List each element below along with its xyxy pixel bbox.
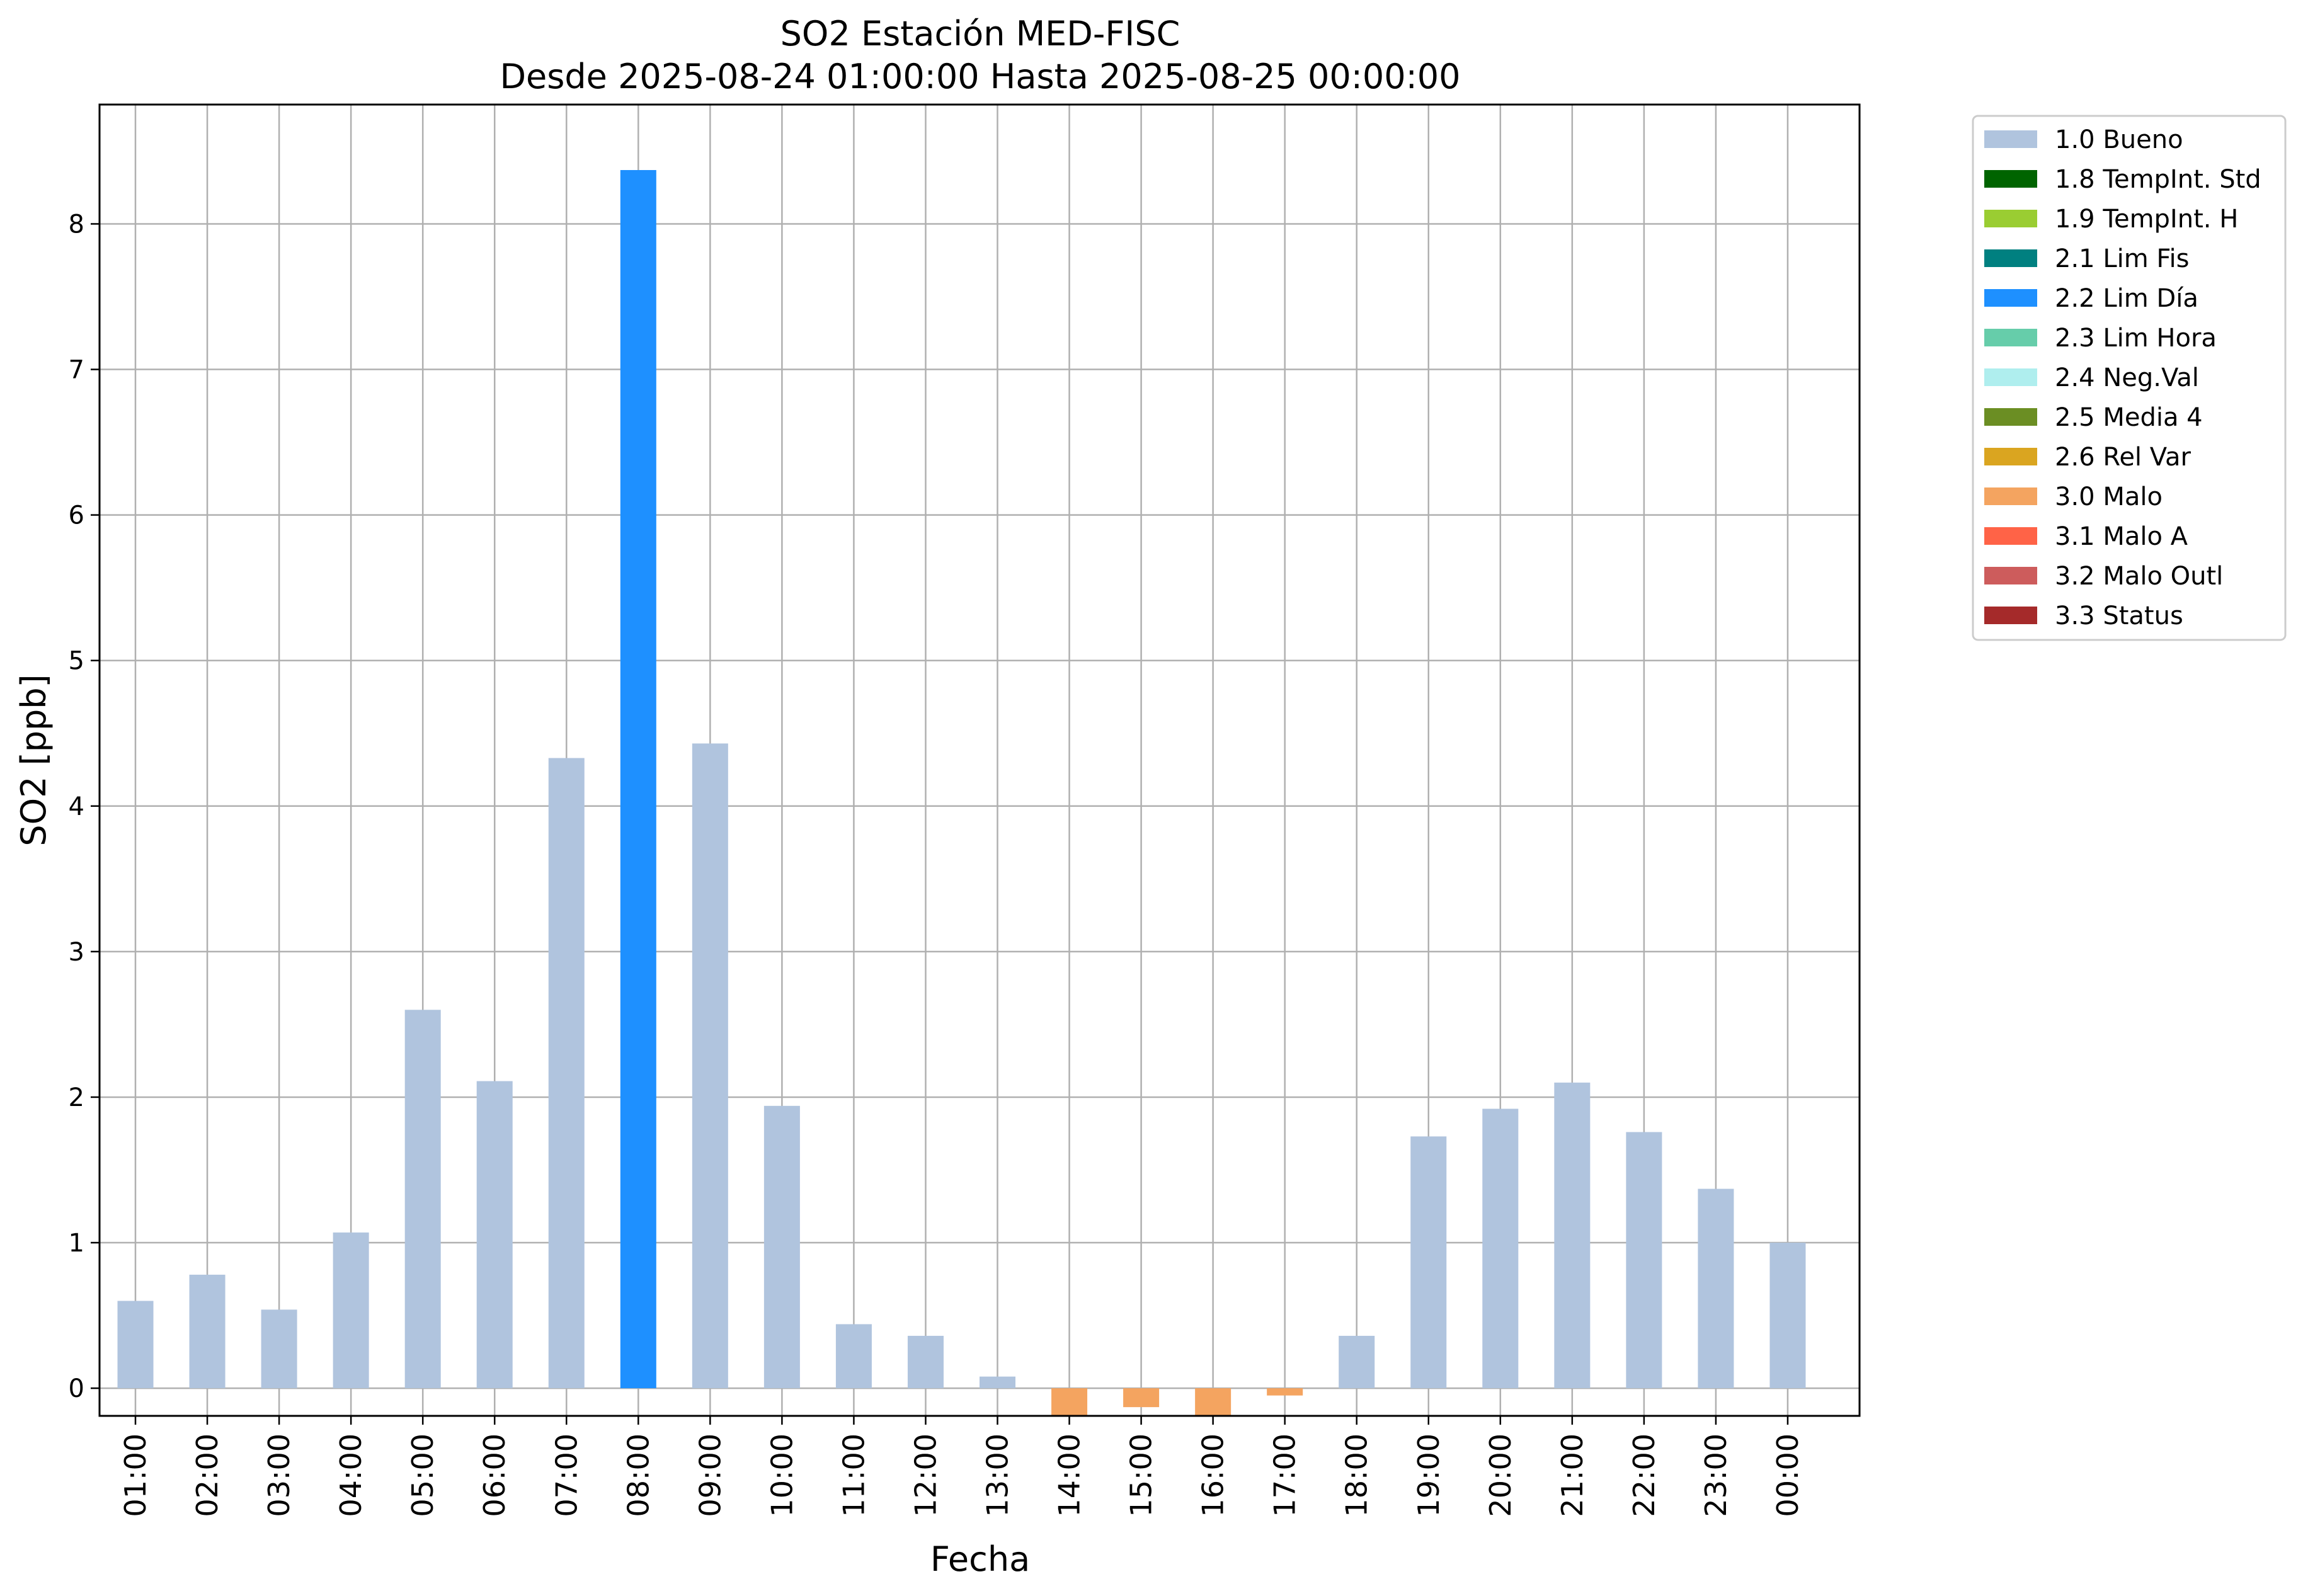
legend-label: 3.0 Malo (2055, 482, 2163, 511)
y-tick-label: 4 (69, 792, 84, 821)
x-tick-label: 18:00 (1340, 1434, 1374, 1517)
bar-2300 (1698, 1188, 1734, 1389)
y-tick-label: 5 (69, 647, 84, 676)
legend-label: 3.3 Status (2055, 601, 2183, 630)
legend-swatch (1984, 170, 2037, 188)
x-tick-label: 06:00 (477, 1434, 511, 1517)
x-tick-label: 17:00 (1268, 1434, 1302, 1517)
bar-0300 (261, 1309, 297, 1389)
bar-2200 (1626, 1132, 1662, 1389)
legend-label: 3.1 Malo A (2055, 522, 2188, 551)
bar-0100 (117, 1301, 154, 1389)
bar-0800 (620, 169, 656, 1389)
x-tick-label: 10:00 (765, 1434, 799, 1517)
legend-label: 2.1 Lim Fis (2055, 244, 2189, 273)
x-tick-label: 19:00 (1412, 1434, 1446, 1517)
bar-1800 (1339, 1335, 1375, 1389)
x-tick-label: 04:00 (334, 1434, 368, 1517)
legend-frame (1972, 115, 2287, 641)
chart-title: SO2 Estación MED-FISC (780, 14, 1180, 54)
legend: 1.0 Bueno 1.8 TempInt. Std 1.9 TempInt. H 2… (1972, 115, 2287, 641)
bar-1500 (1123, 1388, 1160, 1408)
legend-swatch (1984, 329, 2037, 346)
legend-label: 1.9 TempInt. H (2055, 205, 2238, 234)
x-tick-label: 11:00 (837, 1434, 871, 1517)
bar-0500 (404, 1010, 441, 1389)
legend-label: 1.8 TempInt. Std (2055, 165, 2261, 194)
bar-1400 (1051, 1388, 1088, 1416)
bar-1600 (1195, 1388, 1232, 1416)
legend-label: 2.4 Neg.Val (2055, 363, 2199, 392)
bar-2100 (1554, 1082, 1591, 1389)
bar-1200 (907, 1335, 944, 1389)
y-tick-label: 6 (69, 501, 84, 530)
x-tick-label: 08:00 (621, 1434, 655, 1517)
legend-swatch (1984, 249, 2037, 267)
x-tick-label: 21:00 (1555, 1434, 1589, 1517)
bar-1700 (1267, 1388, 1303, 1396)
x-tick-label: 00:00 (1771, 1434, 1805, 1517)
legend-swatch (1984, 368, 2037, 386)
x-tick-label: 13:00 (981, 1434, 1015, 1517)
bar-1100 (835, 1324, 872, 1389)
y-tick-label: 7 (69, 356, 84, 385)
y-tick-label: 2 (69, 1083, 84, 1112)
x-tick-label: 23:00 (1699, 1434, 1733, 1517)
bar-0600 (476, 1081, 513, 1389)
x-tick-label: 16:00 (1196, 1434, 1230, 1517)
y-tick-label: 3 (69, 938, 84, 967)
plot-frame (98, 103, 1861, 1417)
x-axis-label: Fecha (930, 1539, 1030, 1579)
legend-label: 2.2 Lim Día (2055, 284, 2198, 313)
y-tick-label: 1 (69, 1229, 84, 1258)
x-tick-label: 22:00 (1627, 1434, 1661, 1517)
x-tick-label: 20:00 (1483, 1434, 1517, 1517)
bar-2000 (1482, 1109, 1519, 1389)
legend-label: 3.2 Malo Outl (2055, 562, 2223, 591)
chart-subtitle: Desde 2025-08-24 01:00:00 Hasta 2025-08-… (500, 57, 1460, 96)
legend-swatch (1984, 408, 2037, 426)
bar-0000 (1769, 1243, 1806, 1389)
legend-label: 1.0 Bueno (2055, 125, 2183, 154)
x-tick-label: 02:00 (190, 1434, 224, 1517)
bar-1900 (1410, 1136, 1447, 1389)
bar-1300 (980, 1376, 1016, 1389)
legend-swatch (1984, 210, 2037, 227)
x-tick-label: 14:00 (1053, 1434, 1087, 1517)
legend-swatch (1984, 527, 2037, 545)
bar-0400 (333, 1232, 369, 1389)
x-tick-label: 15:00 (1124, 1434, 1158, 1517)
bars (117, 169, 1806, 1416)
bar-0900 (692, 743, 728, 1389)
x-tick-label: 03:00 (262, 1434, 296, 1517)
y-tick-label: 0 (69, 1374, 84, 1403)
y-tick-label: 8 (69, 210, 84, 239)
x-tick-label: 01:00 (118, 1434, 152, 1517)
legend-label: 2.5 Media 4 (2055, 403, 2203, 432)
x-axis-ticks: 01:00 02:00 03:00 04:00 05:00 06:00 07:00 08:00… (118, 1416, 1805, 1517)
bar-0200 (189, 1274, 226, 1389)
grid-lines (100, 105, 1860, 1416)
x-tick-label: 09:00 (693, 1434, 727, 1517)
legend-label: 2.3 Lim Hora (2055, 324, 2217, 353)
legend-swatch (1984, 607, 2037, 624)
legend-label: 2.6 Rel Var (2055, 443, 2192, 472)
x-tick-label: 05:00 (406, 1434, 440, 1517)
legend-swatch (1984, 487, 2037, 505)
bar-0700 (548, 758, 585, 1389)
legend-swatch (1984, 567, 2037, 584)
y-axis-ticks: 0 1 2 3 4 5 6 7 8 (69, 210, 100, 1403)
x-tick-label: 07:00 (549, 1434, 583, 1517)
legend-swatch (1984, 448, 2037, 465)
legend-swatch (1984, 130, 2037, 148)
bar-1000 (763, 1105, 800, 1389)
x-tick-label: 12:00 (908, 1434, 942, 1517)
legend-swatch (1984, 289, 2037, 307)
y-axis-label: SO2 [ppb] (14, 674, 54, 846)
